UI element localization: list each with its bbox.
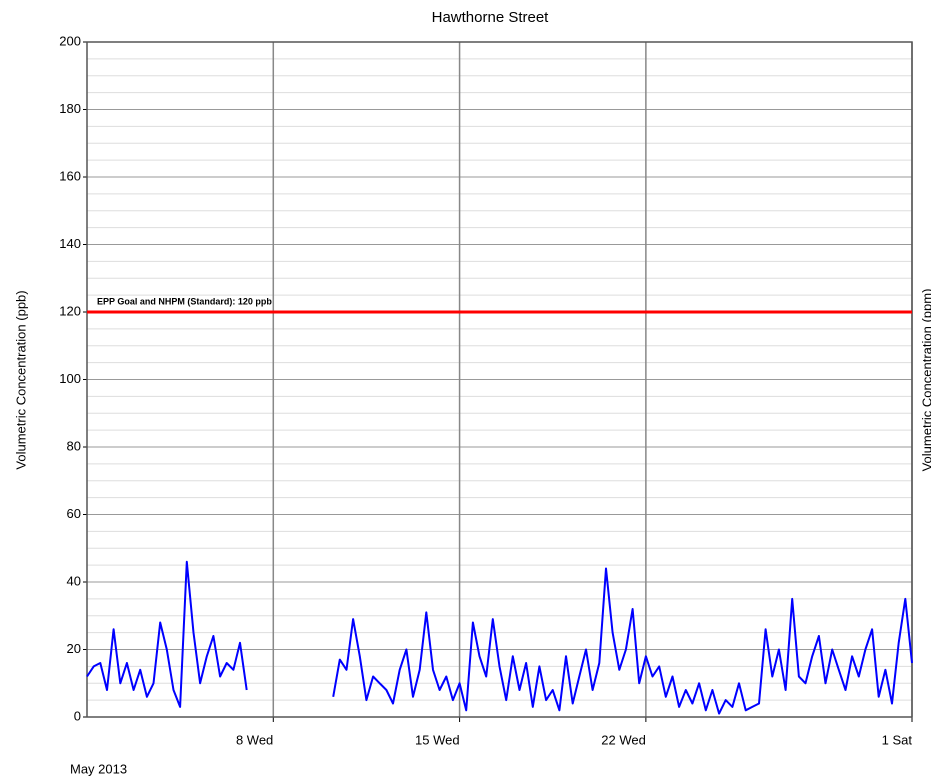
- y-tick-label: 20: [67, 641, 81, 656]
- y-tick-label: 120: [59, 303, 81, 318]
- reference-label: EPP Goal and NHPM (Standard): 120 ppb: [97, 296, 272, 306]
- y-tick-label: 40: [67, 573, 81, 588]
- y-tick-label: 160: [59, 168, 81, 183]
- x-tick-label: 15 Wed: [415, 732, 460, 747]
- x-tick-label: 8 Wed: [236, 732, 273, 747]
- y-tick-label: 140: [59, 236, 81, 251]
- y-tick-label: 60: [67, 506, 81, 521]
- y-tick-label: 180: [59, 101, 81, 116]
- y-tick-label: 200: [59, 33, 81, 48]
- y2-axis-label: Volumetric Concentration (ppm): [919, 289, 931, 472]
- x-period-label: May 2013: [70, 761, 127, 776]
- x-tick-label: 22 Wed: [601, 732, 646, 747]
- data-line: [86, 560, 913, 715]
- plot-frame: [86, 41, 913, 718]
- y-axis-label: Volumetric Concentration (ppb): [13, 290, 28, 469]
- x-tick-label: 1 Sat: [882, 732, 913, 747]
- chart-title: Hawthorne Street: [432, 9, 550, 26]
- y-tick-label: 100: [59, 371, 81, 386]
- y-tick-label: 0: [74, 708, 81, 723]
- y-tick-label: 80: [67, 438, 81, 453]
